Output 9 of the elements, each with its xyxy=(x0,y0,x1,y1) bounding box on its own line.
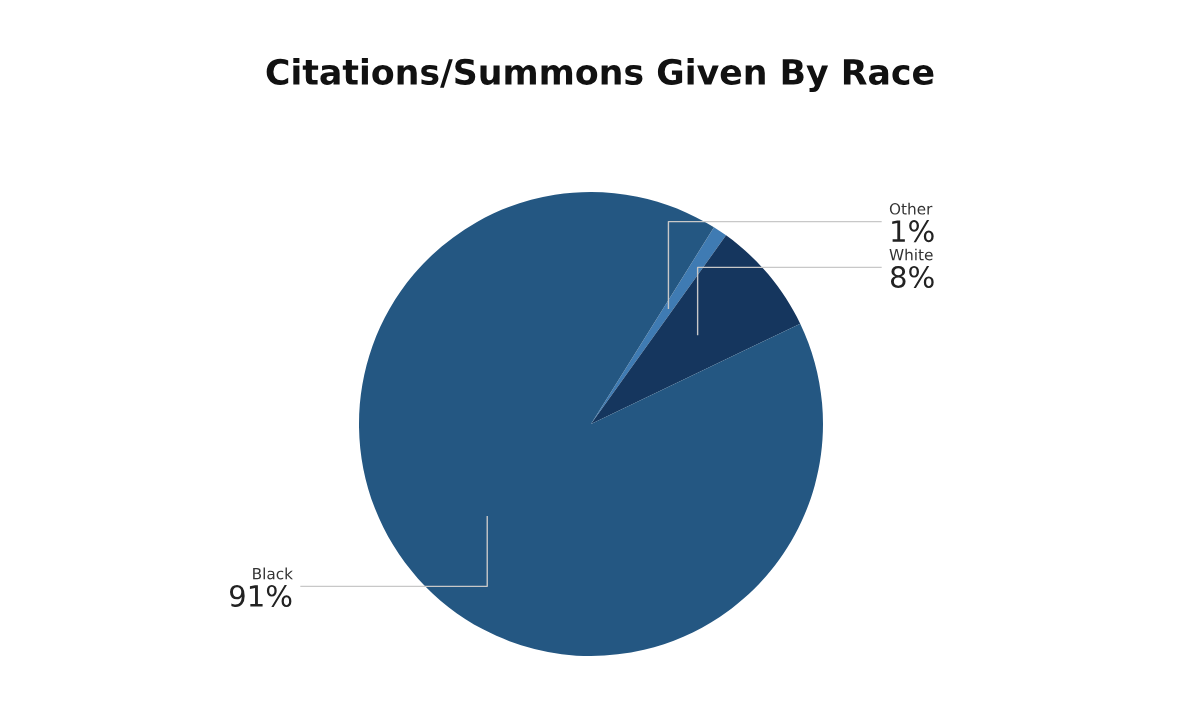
slice-label: White xyxy=(889,248,933,261)
chart-title: Citations/Summons Given By Race xyxy=(266,58,934,92)
pie-slice xyxy=(591,235,801,424)
pie-slice xyxy=(359,192,823,656)
data-label: 8% xyxy=(890,265,934,288)
data-label: 1% xyxy=(892,220,934,243)
data-label: 91% xyxy=(230,584,292,607)
slice-label: Black xyxy=(253,567,293,580)
slice-label: Other xyxy=(889,202,933,215)
